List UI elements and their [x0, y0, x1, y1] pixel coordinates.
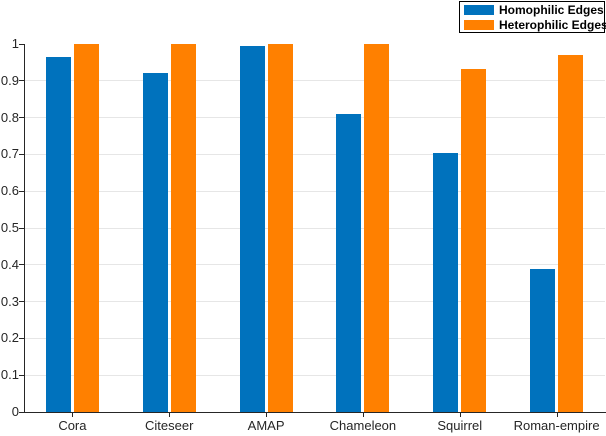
x-tick-mark [459, 413, 461, 417]
bar-homophilic-squirrel [433, 153, 459, 412]
y-tick-label: 0.1 [0, 367, 19, 383]
y-gridline [25, 227, 605, 229]
y-tick-mark [19, 301, 24, 303]
legend-item-homophilic: Homophilic Edges [464, 3, 604, 16]
y-gridline [25, 264, 605, 266]
y-tick-label: 0.3 [0, 293, 19, 309]
y-tick-label: 0.2 [0, 330, 19, 346]
y-tick-mark [19, 374, 24, 376]
x-category-label: Roman-empire [513, 418, 600, 433]
legend-label-heterophilic: Heterophilic Edges [499, 17, 606, 32]
x-tick-mark [72, 413, 74, 417]
y-tick-label: 0.9 [0, 72, 19, 88]
y-tick-mark [19, 43, 24, 45]
y-tick-mark [19, 117, 24, 119]
y-gridline [25, 301, 605, 303]
x-tick-mark [556, 413, 558, 417]
y-tick-label: 0 [11, 404, 19, 419]
legend-swatch-heterophilic [464, 19, 494, 30]
x-tick-mark [169, 413, 171, 417]
x-category-label: Cora [58, 418, 87, 433]
y-tick-label: 0.5 [0, 220, 19, 235]
bar-heterophilic-chameleon [364, 44, 390, 412]
legend-item-heterophilic: Heterophilic Edges [464, 17, 606, 32]
y-tick-mark [19, 190, 24, 192]
y-gridline [25, 153, 605, 155]
y-gridline [25, 80, 605, 82]
y-tick-label: 1 [11, 36, 19, 51]
x-tick-mark [266, 413, 268, 417]
y-tick-label: 0.6 [0, 183, 19, 199]
y-tick-mark [19, 227, 24, 229]
y-tick-mark [19, 80, 24, 82]
bar-homophilic-amap [239, 45, 265, 412]
y-gridline [25, 374, 605, 376]
legend-label-homophilic: Homophilic Edges [499, 2, 604, 17]
bar-homophilic-roman-empire [530, 269, 556, 412]
y-gridline [25, 190, 605, 192]
bar-heterophilic-amap [267, 44, 293, 412]
x-category-label: Citeseer [145, 418, 194, 433]
y-tick-mark [19, 264, 24, 266]
y-tick-mark [19, 337, 24, 339]
y-gridline [25, 337, 605, 339]
y-tick-mark [19, 153, 24, 155]
y-gridline [25, 117, 605, 119]
x-category-label: Chameleon [329, 418, 397, 433]
legend-swatch-homophilic [464, 4, 494, 15]
plot-area [24, 44, 606, 413]
y-tick-label: 0.7 [0, 146, 19, 162]
legend: Homophilic Edges Heterophilic Edges [459, 1, 606, 33]
x-category-label: Squirrel [437, 418, 483, 433]
bar-homophilic-cora [45, 56, 71, 412]
x-category-label: AMAP [247, 418, 285, 433]
bar-homophilic-chameleon [336, 113, 362, 412]
x-tick-mark [362, 413, 364, 417]
y-tick-label: 0.4 [0, 256, 19, 272]
bar-heterophilic-cora [73, 44, 99, 412]
bar-heterophilic-squirrel [461, 69, 487, 412]
bar-homophilic-citeseer [142, 73, 168, 412]
y-tick-label: 0.8 [0, 109, 19, 125]
bar-heterophilic-roman-empire [558, 55, 584, 412]
y-tick-mark [19, 411, 24, 413]
bar-heterophilic-citeseer [170, 44, 196, 412]
